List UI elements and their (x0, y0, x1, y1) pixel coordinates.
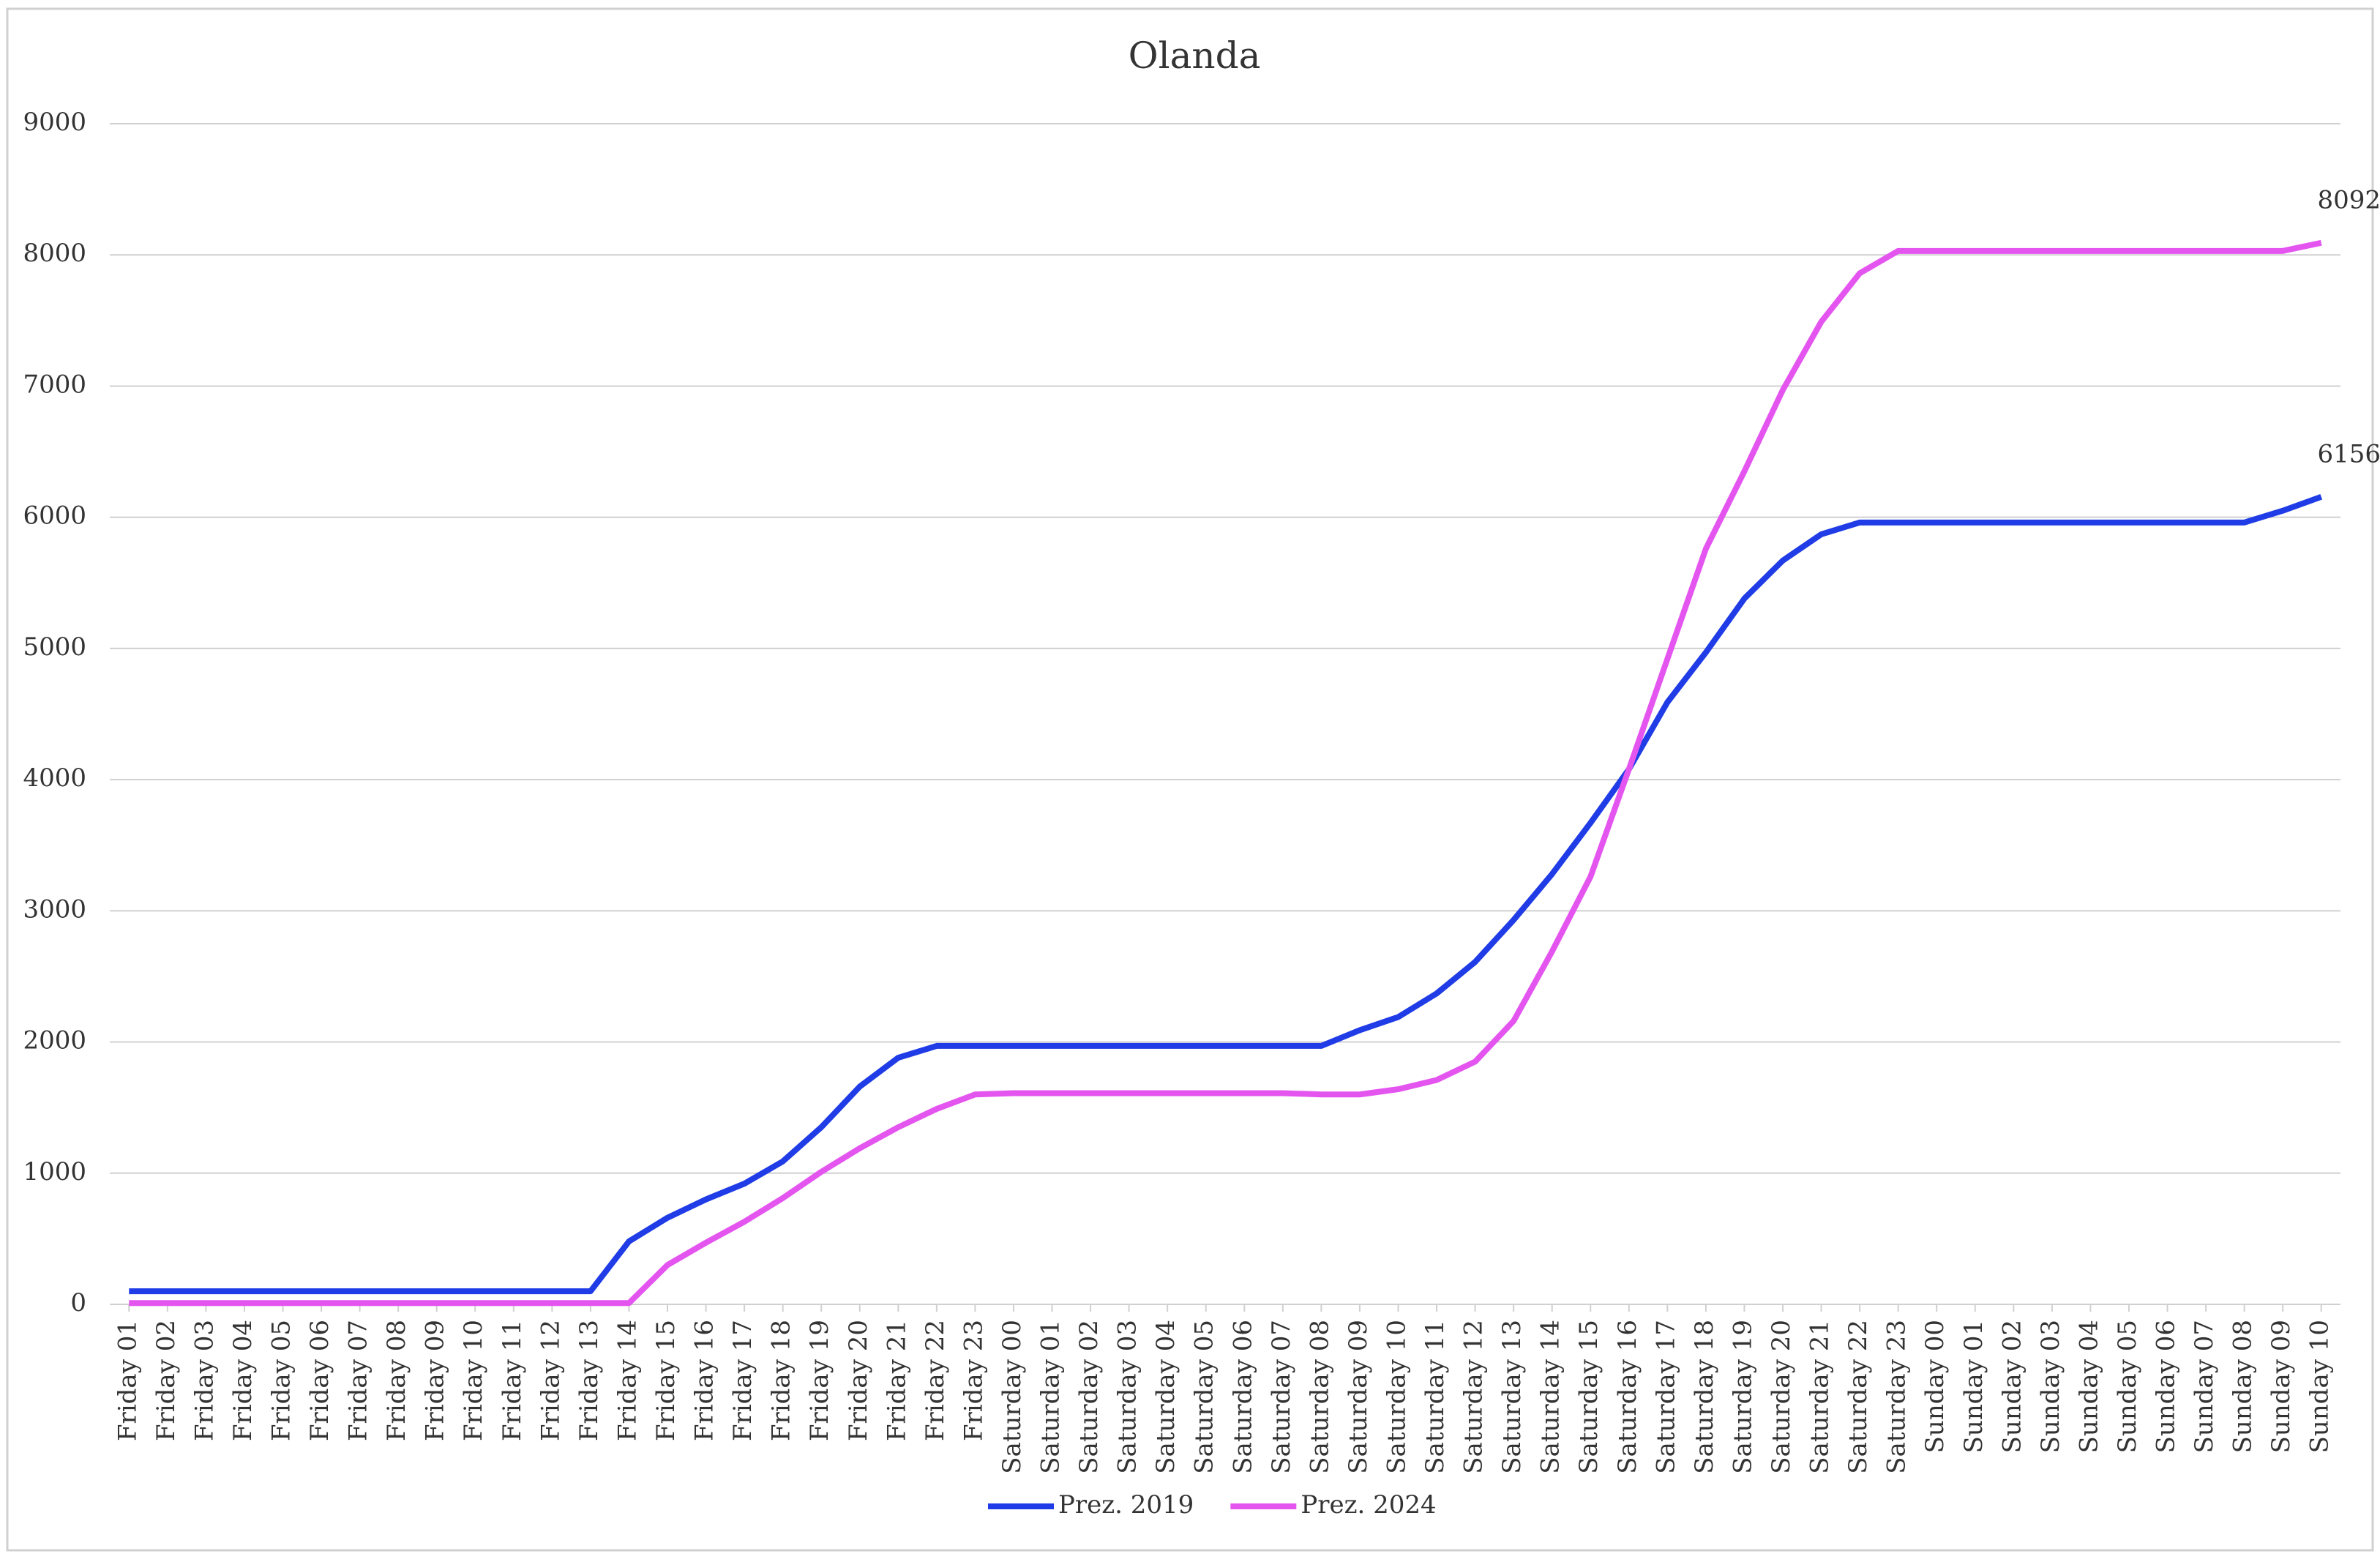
x-tick-label: Sunday 06 (2152, 1320, 2181, 1453)
y-tick-label: 4000 (23, 763, 86, 793)
x-tick-label: Sunday 04 (2074, 1320, 2103, 1453)
x-tick-label: Saturday 09 (1344, 1320, 1373, 1474)
x-tick-label: Saturday 11 (1421, 1320, 1450, 1474)
data-label: 8092 (2317, 186, 2380, 215)
chart-title: Olanda (1129, 34, 1261, 77)
x-tick-label: Sunday 07 (2190, 1320, 2219, 1453)
x-tick-label: Saturday 22 (1844, 1320, 1873, 1474)
x-tick-label: Friday 19 (805, 1320, 834, 1441)
y-tick-label: 8000 (23, 239, 86, 268)
x-tick-label: Sunday 08 (2229, 1320, 2258, 1453)
x-tick-label: Saturday 08 (1305, 1320, 1334, 1474)
x-tick-label: Friday 13 (575, 1320, 604, 1441)
x-tick-label: Saturday 14 (1536, 1320, 1565, 1474)
x-tick-label: Saturday 00 (998, 1320, 1027, 1474)
x-tick-label: Saturday 04 (1151, 1320, 1180, 1474)
y-tick-label: 0 (70, 1288, 86, 1318)
x-tick-label: Friday 03 (190, 1320, 219, 1441)
series-line (129, 239, 2322, 1307)
y-tick-label: 1000 (23, 1157, 86, 1187)
x-tick-label: Saturday 15 (1574, 1320, 1603, 1474)
x-tick-label: Sunday 03 (2036, 1320, 2065, 1453)
x-tick-label: Friday 01 (113, 1320, 142, 1441)
x-tick-label: Friday 12 (536, 1320, 565, 1441)
x-tick-label: Friday 21 (882, 1320, 911, 1441)
x-tick-label: Friday 15 (651, 1320, 681, 1441)
y-tick-label: 9000 (23, 108, 86, 137)
x-tick-label: Friday 16 (690, 1320, 719, 1441)
x-tick-label: Saturday 13 (1497, 1320, 1527, 1474)
x-tick-label: Saturday 03 (1113, 1320, 1142, 1474)
x-tick-label: Friday 11 (498, 1320, 527, 1441)
x-tick-label: Saturday 16 (1613, 1320, 1642, 1474)
x-tick-label: Saturday 23 (1882, 1320, 1912, 1474)
x-tick-label: Friday 10 (459, 1320, 488, 1441)
x-tick-label: Friday 05 (266, 1320, 296, 1441)
series-line (129, 493, 2323, 1295)
x-tick-label: Friday 06 (305, 1320, 334, 1441)
y-tick-label: 5000 (23, 632, 86, 662)
x-tick-label: Friday 04 (228, 1320, 258, 1441)
x-tick-label: Sunday 10 (2305, 1320, 2335, 1453)
x-tick-label: Saturday 18 (1690, 1320, 1719, 1474)
x-tick-label: Sunday 02 (1997, 1320, 2027, 1453)
legend-label: Prez. 2024 (1301, 1490, 1436, 1520)
x-tick-label: Saturday 07 (1267, 1320, 1296, 1474)
x-tick-label: Saturday 10 (1382, 1320, 1411, 1474)
x-tick-label: Saturday 05 (1190, 1320, 1219, 1474)
x-tick-label: Saturday 21 (1805, 1320, 1835, 1474)
x-tick-label: Sunday 09 (2267, 1320, 2296, 1453)
x-tick-label: Sunday 05 (2113, 1320, 2142, 1453)
x-tick-label: Saturday 02 (1074, 1320, 1104, 1474)
x-tick-label: Sunday 01 (1959, 1320, 1988, 1453)
x-tick-label: Friday 17 (728, 1320, 757, 1441)
x-tick-label: Friday 07 (344, 1320, 373, 1441)
x-tick-label: Friday 22 (921, 1320, 950, 1441)
y-tick-label: 3000 (23, 894, 86, 924)
x-tick-label: Friday 14 (613, 1320, 642, 1441)
x-tick-label: Friday 09 (421, 1320, 450, 1441)
y-tick-label: 2000 (23, 1026, 86, 1055)
data-label: 6156 (2317, 440, 2380, 469)
x-tick-label: Saturday 19 (1728, 1320, 1757, 1474)
x-tick-label: Saturday 20 (1767, 1320, 1796, 1474)
x-tick-label: Friday 18 (767, 1320, 796, 1441)
x-tick-label: Saturday 17 (1651, 1320, 1680, 1474)
x-tick-label: Friday 08 (382, 1320, 411, 1441)
y-tick-label: 6000 (23, 501, 86, 531)
x-tick-label: Sunday 00 (1920, 1320, 1950, 1453)
x-tick-label: Friday 02 (151, 1320, 181, 1441)
x-tick-label: Friday 23 (959, 1320, 988, 1441)
x-tick-label: Saturday 01 (1036, 1320, 1066, 1474)
y-tick-label: 7000 (23, 370, 86, 399)
legend-label: Prez. 2019 (1058, 1490, 1194, 1520)
x-tick-label: Saturday 06 (1228, 1320, 1257, 1474)
x-tick-label: Friday 20 (844, 1320, 873, 1441)
x-tick-label: Saturday 12 (1459, 1320, 1489, 1474)
